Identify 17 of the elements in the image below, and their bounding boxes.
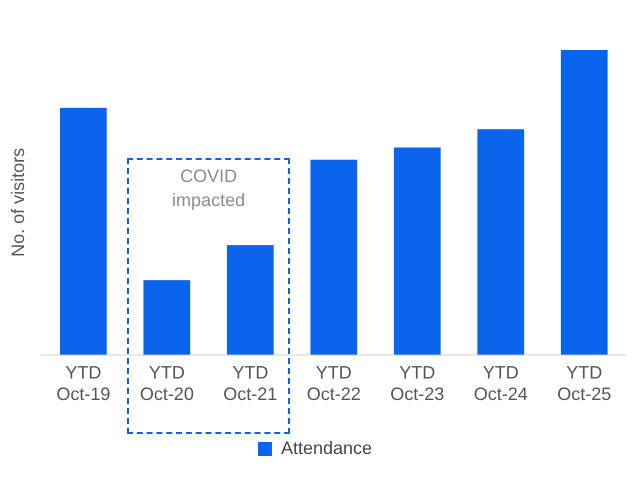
bar: [60, 108, 107, 355]
y-axis-title: No. of visitors: [8, 148, 28, 257]
x-tick-label: YTD Oct-25: [557, 362, 612, 404]
legend-label: Attendance: [280, 438, 372, 458]
x-tick-label: YTD Oct-20: [140, 362, 194, 404]
annotation: COVID impacted: [172, 166, 246, 210]
bar: [143, 280, 190, 355]
bar: [394, 148, 441, 355]
x-tick-label: YTD Oct-23: [390, 362, 444, 404]
bar: [310, 160, 358, 355]
x-tick-label: YTD Oct-22: [306, 362, 361, 404]
bar: [226, 245, 274, 355]
x-tick-label: YTD Oct-21: [223, 362, 278, 404]
x-tick-label: YTD Oct-24: [474, 362, 528, 404]
bar: [477, 129, 524, 355]
bar: [560, 50, 608, 355]
x-tick-label: YTD Oct-19: [56, 362, 110, 404]
